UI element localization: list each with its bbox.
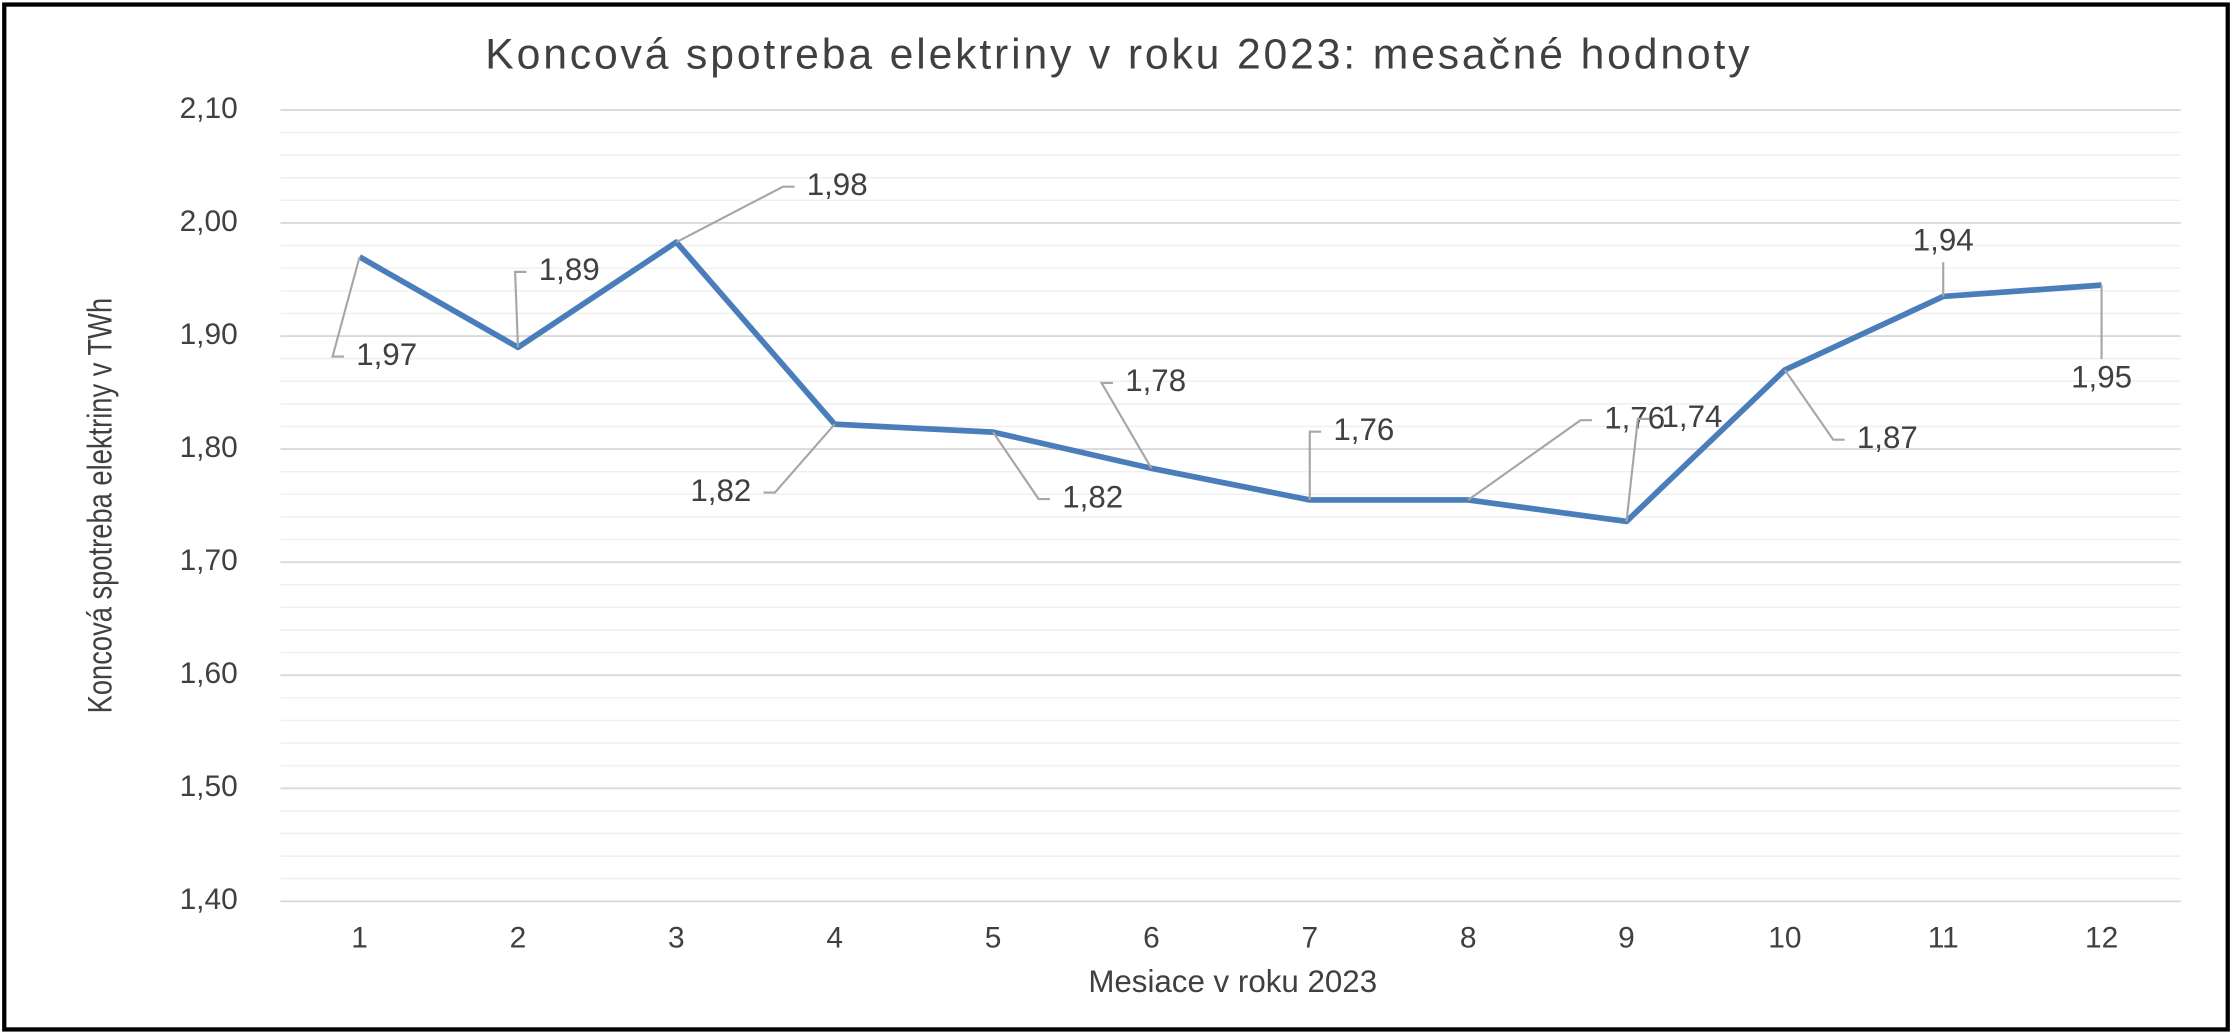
leader-line bbox=[1099, 381, 1153, 469]
data-label: 1,97 bbox=[356, 337, 417, 372]
y-tick-label: 1,70 bbox=[180, 544, 238, 577]
data-label: 1,78 bbox=[1125, 363, 1186, 398]
x-axis-title: Mesiace v roku 2023 bbox=[1088, 964, 1377, 999]
x-tick-label: 12 bbox=[2085, 922, 2118, 955]
leader-line bbox=[675, 185, 795, 244]
leader-line bbox=[1783, 369, 1845, 441]
data-label: 1,95 bbox=[2071, 359, 2132, 394]
data-label: 1,76 bbox=[1604, 401, 1665, 436]
y-tick-label: 1,80 bbox=[180, 431, 238, 464]
data-label: 1,98 bbox=[807, 167, 868, 202]
leader-line bbox=[1625, 417, 1650, 522]
data-label: 1,74 bbox=[1662, 399, 1723, 434]
y-axis-title: Koncová spotreba elektriny v TWh bbox=[81, 298, 120, 714]
data-label: 1,82 bbox=[1062, 479, 1123, 514]
y-tick-label: 2,10 bbox=[180, 92, 238, 125]
data-label: 1,94 bbox=[1913, 223, 1974, 258]
x-tick-label: 1 bbox=[351, 922, 368, 955]
y-tick-label: 1,60 bbox=[180, 657, 238, 690]
y-tick-label: 1,90 bbox=[180, 318, 238, 351]
x-tick-label: 9 bbox=[1618, 922, 1635, 955]
x-tick-label: 4 bbox=[826, 922, 843, 955]
leader-line bbox=[1467, 419, 1592, 501]
y-tick-label: 1,40 bbox=[180, 883, 238, 916]
x-tick-label: 5 bbox=[985, 922, 1002, 955]
x-tick-label: 2 bbox=[510, 922, 527, 955]
y-tick-label: 2,00 bbox=[180, 205, 238, 238]
x-tick-label: 10 bbox=[1768, 922, 1801, 955]
leader-line bbox=[992, 431, 1050, 501]
data-label: 1,89 bbox=[539, 252, 600, 287]
leader-line bbox=[763, 423, 836, 494]
line-series bbox=[358, 239, 2102, 525]
x-tick-label: 3 bbox=[668, 922, 685, 955]
y-tick-label: 1,50 bbox=[180, 770, 238, 803]
leader-line bbox=[514, 270, 527, 348]
data-label: 1,76 bbox=[1333, 412, 1394, 447]
x-tick-label: 8 bbox=[1460, 922, 1477, 955]
leader-line bbox=[1308, 430, 1322, 500]
chart-title: Koncová spotreba elektriny v roku 2023: … bbox=[485, 31, 1752, 79]
x-tick-label: 11 bbox=[1928, 922, 1959, 955]
leader-line bbox=[331, 256, 361, 358]
data-label: 1,87 bbox=[1857, 420, 1918, 455]
x-tick-label: 7 bbox=[1301, 922, 1318, 955]
x-tick-label: 6 bbox=[1143, 922, 1160, 955]
data-label: 1,82 bbox=[690, 473, 751, 508]
